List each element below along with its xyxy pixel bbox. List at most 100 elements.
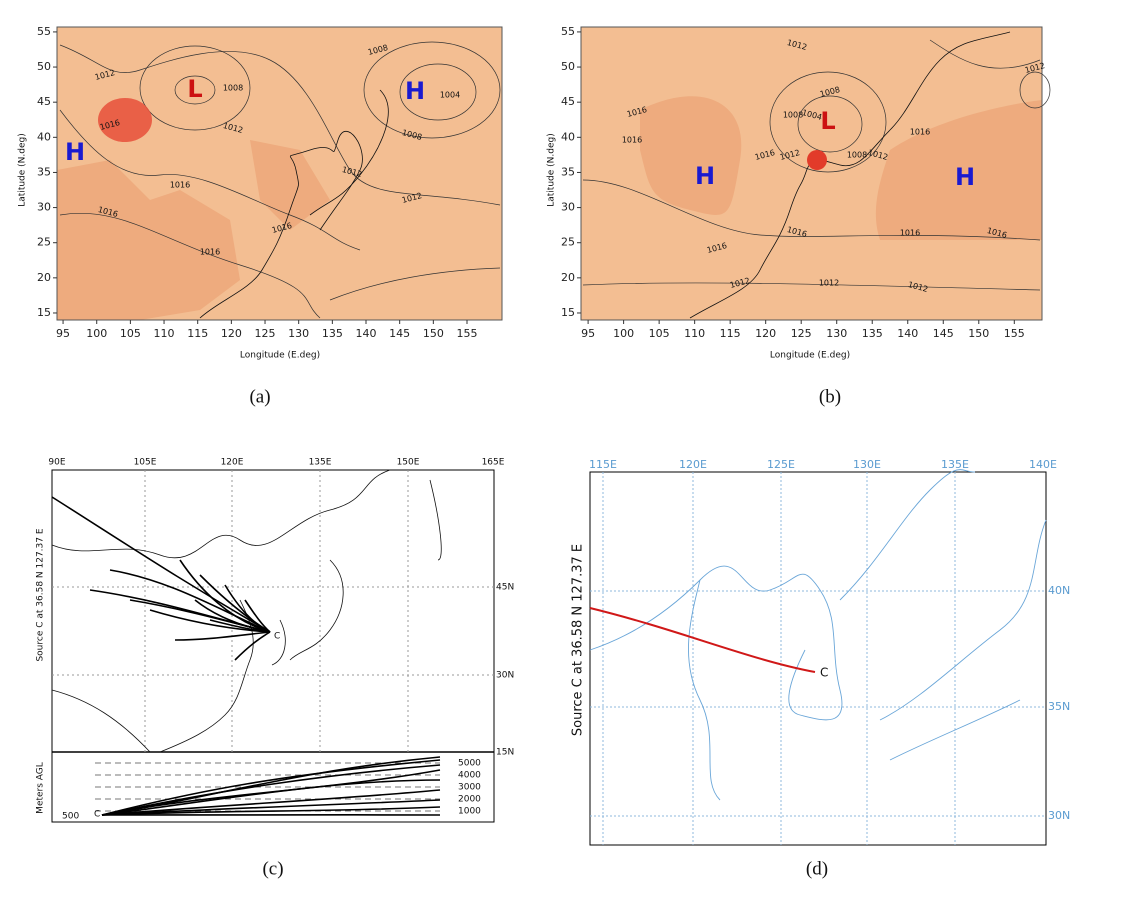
y-tick-label: 15 xyxy=(561,306,575,319)
isobar-label: 1004 xyxy=(440,91,460,100)
x-tick-label: 125 xyxy=(255,327,276,340)
x-tick-label: 130 xyxy=(826,327,847,340)
x-tick-label: 100 xyxy=(613,327,634,340)
caption: (b) xyxy=(819,386,841,407)
y-tick-label: 55 xyxy=(561,25,575,38)
isobar-zone xyxy=(769,71,887,173)
caption: (d) xyxy=(806,858,828,879)
isobar-label: 1008 xyxy=(847,151,867,160)
y-tick-label: 35 xyxy=(561,165,575,178)
y-tick-label: 30 xyxy=(561,201,575,214)
isobar xyxy=(582,282,1041,291)
lon-label: 125E xyxy=(767,458,795,471)
panel-c xyxy=(51,469,495,823)
isobar xyxy=(59,212,321,319)
coastline xyxy=(199,131,363,319)
isobar xyxy=(929,39,1041,69)
lon-label: 115E xyxy=(589,458,617,471)
graticule xyxy=(52,470,494,752)
x-tick-label: 95 xyxy=(581,327,595,340)
coastline xyxy=(589,469,1047,801)
y-tick-label: 20 xyxy=(561,271,575,284)
isobar-label: 1008 xyxy=(223,84,243,93)
lat-label: 40N xyxy=(1048,584,1070,597)
source-marker: C xyxy=(94,810,100,820)
x-tick-label: 140 xyxy=(356,327,377,340)
panel-b xyxy=(580,26,1051,321)
pressure-system: H xyxy=(955,163,975,191)
x-tick-label: 110 xyxy=(684,327,705,340)
isobar xyxy=(59,44,501,206)
source-label: Source C at 36.58 N 127.37 E xyxy=(571,544,586,736)
panel-a xyxy=(56,26,503,321)
pressure-system: H xyxy=(695,162,715,190)
x-tick-label: 125 xyxy=(791,327,812,340)
x-tick-label: 155 xyxy=(456,327,477,340)
y-tick-label: 55 xyxy=(37,25,51,38)
x-axis-label: Longitude (E.deg) xyxy=(240,351,320,361)
isobar xyxy=(582,179,1041,241)
lon-label: 135E xyxy=(309,458,332,468)
x-tick-label: 115 xyxy=(187,327,208,340)
y-tick-label: 45 xyxy=(37,95,51,108)
region xyxy=(250,140,330,230)
isobar-zone xyxy=(399,63,477,121)
pressure-system: H xyxy=(65,138,85,166)
region xyxy=(875,100,1042,240)
y-tick-label: 25 xyxy=(561,236,575,249)
isobar-zone xyxy=(797,95,863,153)
x-tick-label: 105 xyxy=(649,327,670,340)
x-tick-label: 120 xyxy=(755,327,776,340)
lon-label: 140E xyxy=(1029,458,1057,471)
height-profiles xyxy=(101,756,441,816)
y-tick-label: 40 xyxy=(37,130,51,143)
lat-label: 30N xyxy=(496,671,514,681)
isobar-zone xyxy=(174,75,216,105)
x-tick-label: 155 xyxy=(1004,327,1025,340)
height-axis-label: Meters AGL xyxy=(36,762,46,814)
x-tick-label: 145 xyxy=(933,327,954,340)
pressure-system: L xyxy=(820,107,835,135)
x-tick-label: 150 xyxy=(968,327,989,340)
trajectories xyxy=(51,496,271,661)
x-tick-label: 150 xyxy=(423,327,444,340)
source-marker: C xyxy=(820,666,828,680)
y-tick-label: 30 xyxy=(37,201,51,214)
lon-label: 90E xyxy=(48,458,65,468)
region xyxy=(640,96,742,215)
isobar-label: 1016 xyxy=(622,136,642,145)
panel-d xyxy=(589,469,1047,846)
x-tick-label: 110 xyxy=(154,327,175,340)
isobar-zone xyxy=(363,41,501,139)
caption: (a) xyxy=(249,386,270,407)
source-region xyxy=(807,150,827,170)
y-tick-label: 35 xyxy=(37,165,51,178)
height-label: 2000 xyxy=(458,795,481,805)
x-tick-label: 120 xyxy=(221,327,242,340)
isobar-zone xyxy=(139,45,251,131)
lon-label: 150E xyxy=(397,458,420,468)
x-tick-label: 100 xyxy=(86,327,107,340)
height-label: 5000 xyxy=(458,759,481,769)
y-tick-label: 40 xyxy=(561,130,575,143)
x-tick-label: 115 xyxy=(720,327,741,340)
plot-frame xyxy=(580,26,1043,321)
lat-label: 45N xyxy=(496,583,514,593)
height-label: 1000 xyxy=(458,807,481,817)
pressure-system: L xyxy=(187,75,202,103)
lon-label: 120E xyxy=(679,458,707,471)
isobar-label: 1016 xyxy=(170,181,190,190)
isobar-zone xyxy=(1019,71,1051,109)
lat-label: 30N xyxy=(1048,809,1070,822)
height-label: 4000 xyxy=(458,771,481,781)
coastline xyxy=(51,469,442,753)
isobar-label: 1016 xyxy=(910,128,930,137)
x-tick-label: 135 xyxy=(862,327,883,340)
lat-label: 15N xyxy=(496,748,514,758)
caption: (c) xyxy=(262,858,283,879)
plot-frame xyxy=(51,469,495,823)
plot-frame xyxy=(589,471,1047,846)
y-tick-label: 45 xyxy=(561,95,575,108)
graticule xyxy=(590,472,1046,845)
region xyxy=(57,160,240,320)
